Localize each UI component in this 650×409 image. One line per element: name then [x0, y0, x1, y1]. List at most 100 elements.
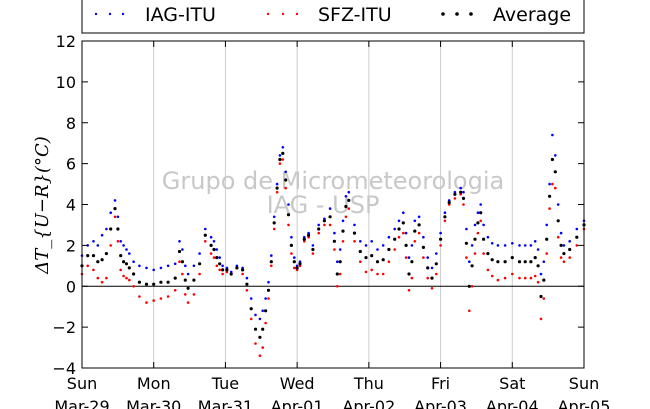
point-average [96, 260, 100, 264]
point-iag-itu [311, 244, 315, 247]
legend: IAG-ITU SFZ-ITU Average [81, 0, 585, 34]
point-iag-itu [404, 231, 408, 235]
point-sfz-itu [511, 272, 514, 276]
x-tick-label-date: Apr-02 [342, 397, 395, 409]
point-sfz-itu [404, 256, 408, 259]
point-iag-itu [410, 244, 414, 247]
point-iag-itu [122, 244, 125, 247]
point-average [198, 262, 202, 266]
point-sfz-itu [559, 256, 563, 259]
y-tick-label: 2 [66, 236, 76, 255]
point-average [258, 335, 262, 339]
point-average [470, 264, 474, 268]
point-iag-itu [381, 244, 385, 247]
point-sfz-itu [323, 223, 326, 227]
point-average [177, 249, 182, 254]
point-iag-itu [173, 262, 177, 266]
point-average [275, 186, 279, 190]
point-iag-itu [402, 211, 405, 214]
point-average [496, 260, 500, 264]
point-average [159, 280, 163, 284]
point-sfz-itu [198, 272, 201, 276]
point-average [261, 327, 265, 331]
series-sfz-itu [80, 158, 586, 358]
point-sfz-itu [407, 289, 411, 292]
ticks: −4 −2 0 2 4 6 8 10 12 Sun Mar-29 Mon Mar-30 Tue Mar-31… [52, 32, 610, 409]
point-sfz-itu [490, 274, 494, 278]
point-iag-itu [443, 211, 447, 214]
point-iag-itu [518, 244, 521, 247]
point-average [127, 266, 131, 270]
point-iag-itu [376, 248, 379, 251]
point-average [264, 309, 268, 313]
point-iag-itu [397, 219, 401, 223]
point-sfz-itu [186, 301, 190, 304]
x-tick-label-day: Mon [137, 374, 171, 393]
grid [153, 41, 513, 368]
point-average [332, 239, 336, 243]
point-sfz-itu [290, 252, 293, 255]
point-iag-itu [270, 254, 273, 257]
point-iag-itu [132, 260, 135, 264]
point-sfz-itu [410, 276, 414, 280]
point-sfz-itu [503, 276, 507, 280]
point-average [104, 252, 108, 256]
point-iag-itu [145, 266, 148, 270]
point-average [417, 223, 421, 227]
point-sfz-itu [529, 276, 533, 280]
point-average [225, 268, 229, 272]
point-average [116, 227, 120, 231]
point-average [295, 266, 299, 270]
point-sfz-itu [264, 321, 267, 325]
legend-marker-sfz [295, 12, 299, 16]
point-average [272, 221, 276, 225]
point-sfz-itu [105, 276, 108, 280]
point-sfz-itu [128, 278, 131, 282]
point-sfz-itu [284, 186, 288, 190]
point-average [341, 229, 345, 233]
point-average [542, 278, 546, 282]
point-average [375, 260, 380, 264]
point-iag-itu [261, 309, 265, 313]
plot-background [82, 41, 584, 368]
point-iag-itu [281, 146, 285, 149]
point-iag-itu [341, 219, 345, 223]
point-average [253, 327, 258, 331]
point-sfz-itu [482, 252, 485, 255]
point-average [113, 207, 117, 211]
point-iag-itu [422, 235, 425, 239]
point-average [124, 262, 129, 266]
point-sfz-itu [221, 272, 224, 276]
point-sfz-itu [270, 264, 273, 268]
point-iag-itu [221, 264, 224, 268]
point-average [209, 243, 213, 247]
point-average [443, 215, 447, 219]
point-average [109, 227, 113, 231]
point-average [302, 237, 306, 241]
point-average [568, 247, 572, 252]
point-sfz-itu [209, 252, 213, 255]
point-average [381, 258, 385, 262]
point-sfz-itu [465, 256, 468, 259]
point-sfz-itu [413, 240, 417, 243]
point-sfz-itu [267, 297, 270, 300]
point-sfz-itu [435, 272, 438, 276]
point-average [476, 221, 480, 225]
point-average [461, 196, 466, 200]
point-average [447, 200, 451, 205]
point-iag-itu [152, 268, 155, 272]
point-sfz-itu [496, 278, 500, 282]
point-iag-itu [476, 211, 480, 214]
point-average [364, 256, 368, 260]
point-average [311, 247, 315, 252]
point-average [490, 258, 494, 262]
point-average [434, 262, 438, 266]
point-average [510, 256, 514, 260]
point-average [221, 268, 225, 272]
point-sfz-itu [122, 274, 125, 278]
point-average [245, 282, 249, 286]
point-iag-itu [186, 272, 190, 276]
point-average [241, 268, 245, 272]
point-average [338, 260, 342, 264]
point-sfz-itu [545, 252, 548, 255]
